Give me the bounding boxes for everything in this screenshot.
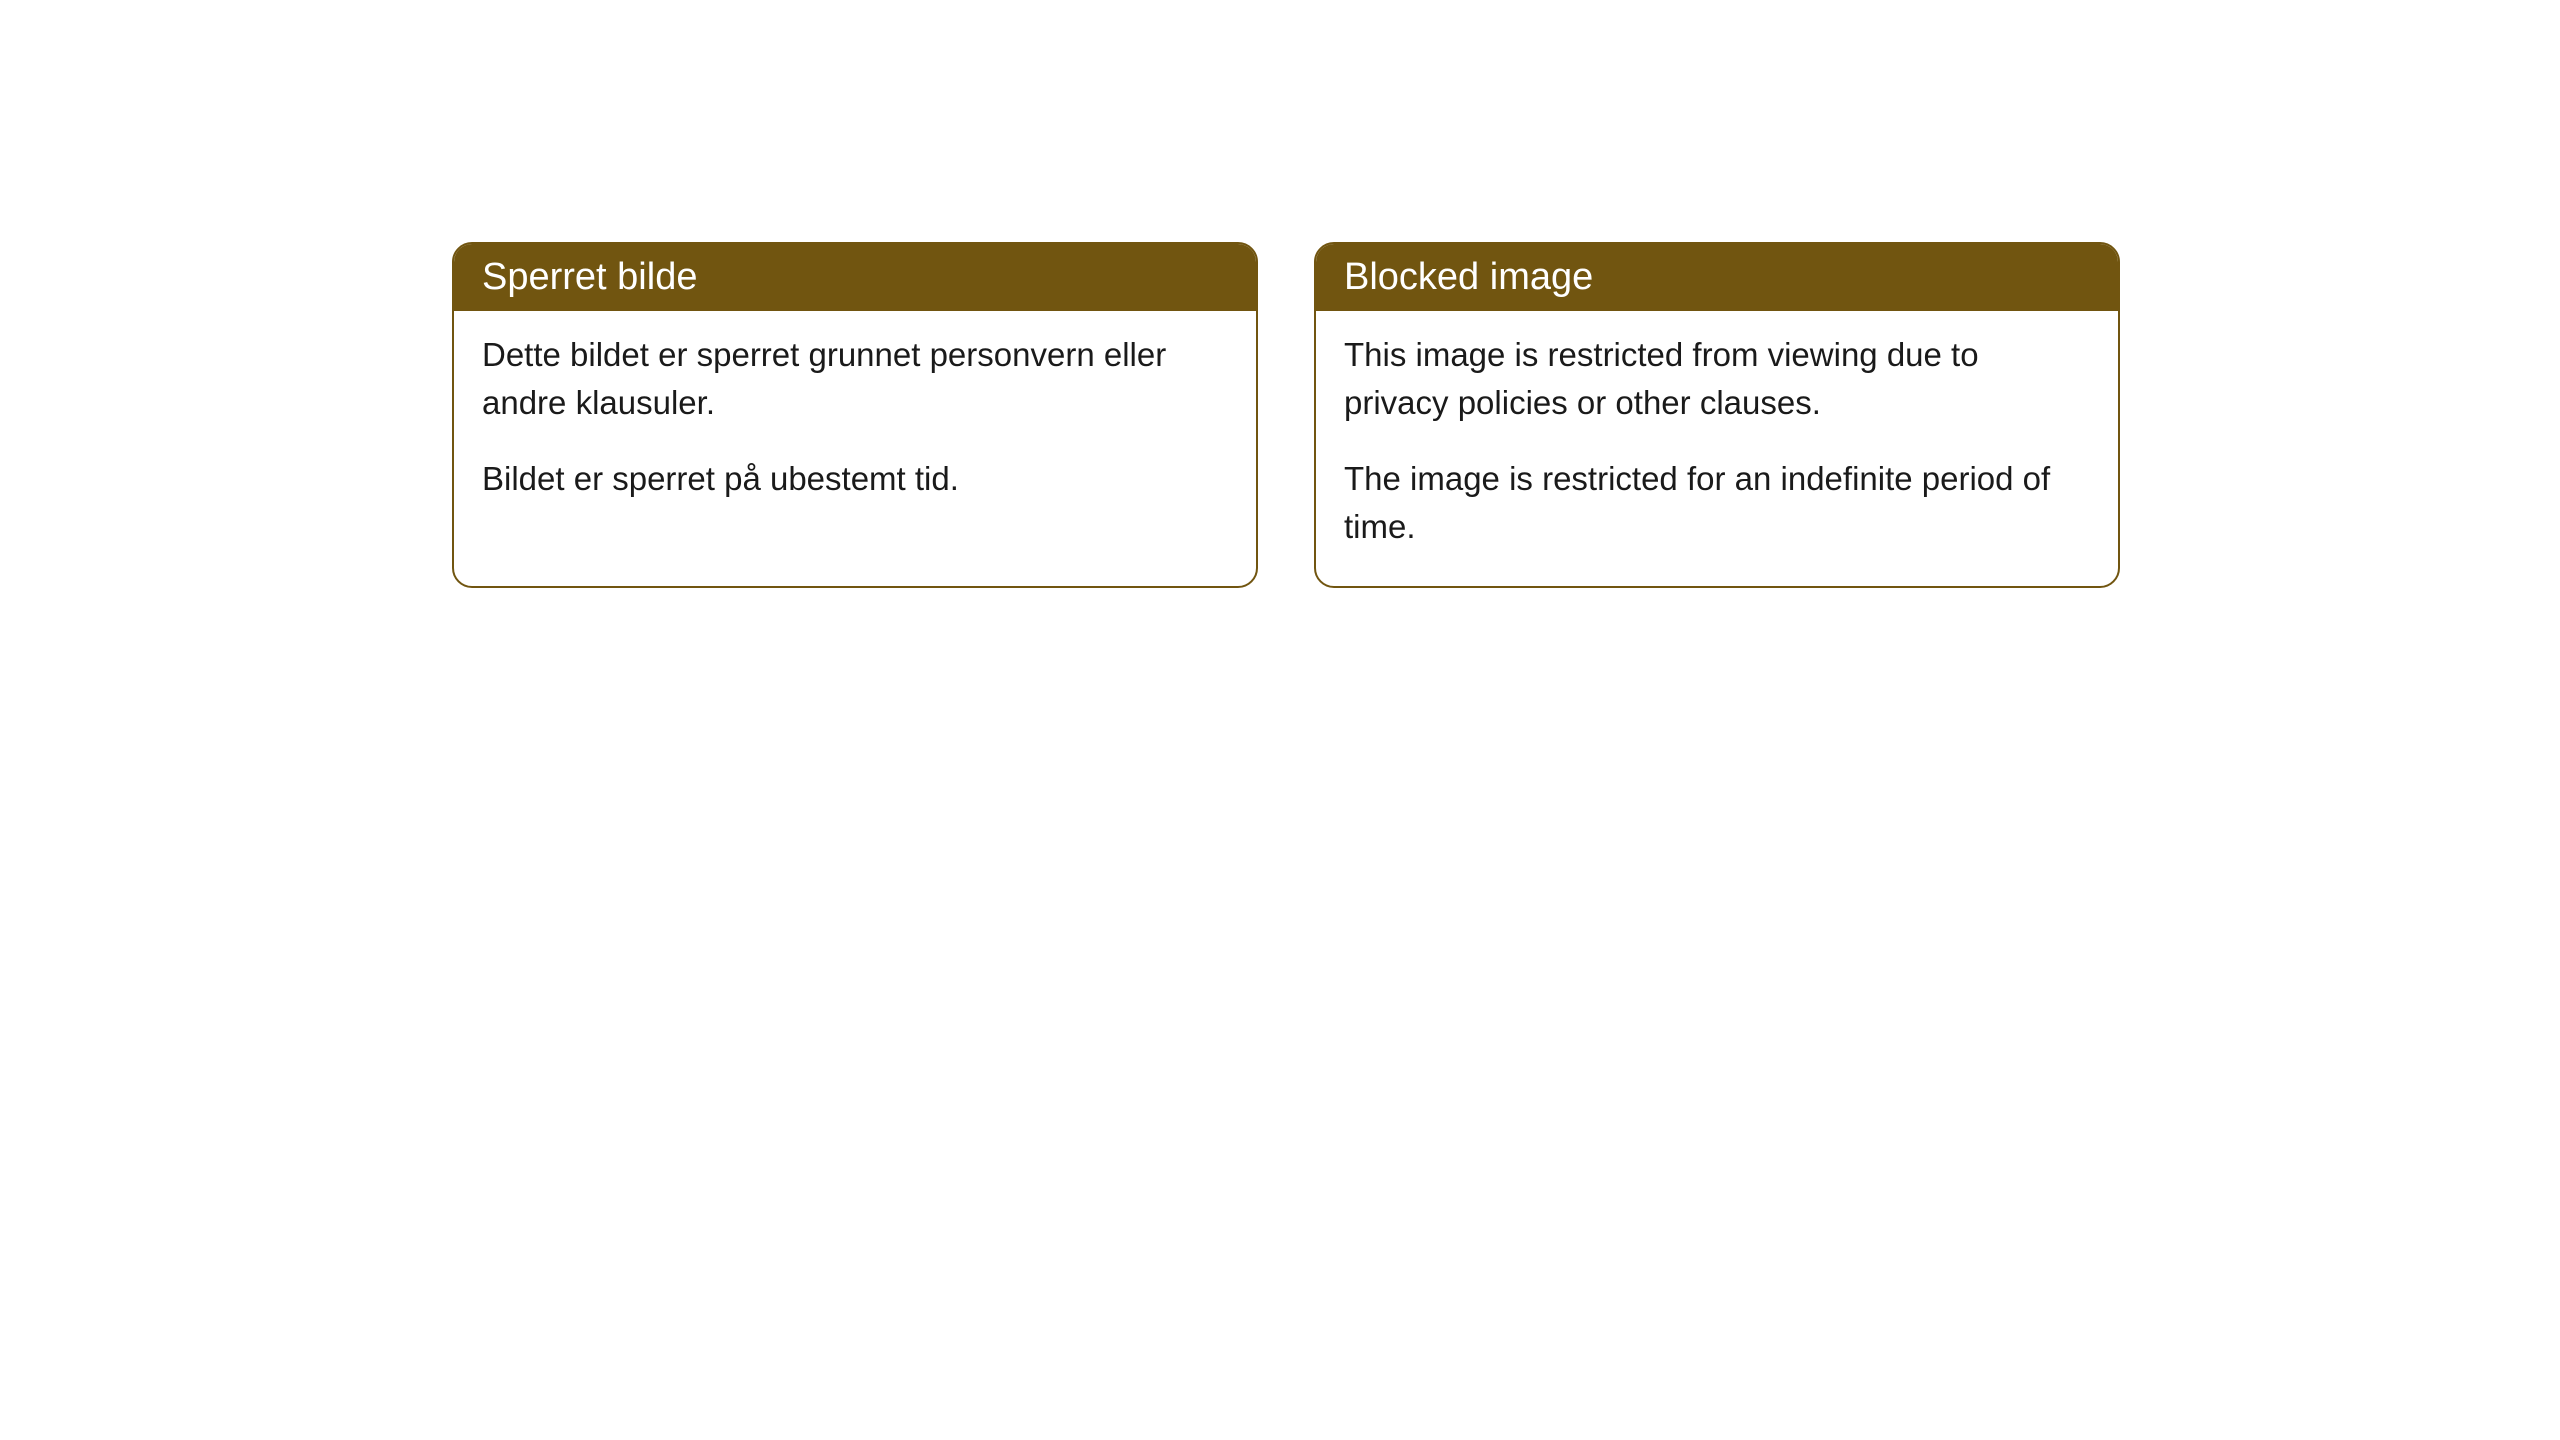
card-para2-en: The image is restricted for an indefinit… (1344, 455, 2090, 551)
card-para1-en: This image is restricted from viewing du… (1344, 331, 2090, 427)
card-title-en: Blocked image (1344, 256, 1593, 298)
card-body-no: Dette bildet er sperret grunnet personve… (454, 311, 1256, 539)
card-header-no: Sperret bilde (454, 244, 1256, 311)
card-para2-no: Bildet er sperret på ubestemt tid. (482, 455, 1228, 503)
cards-container: Sperret bilde Dette bildet er sperret gr… (452, 242, 2120, 588)
card-para1-no: Dette bildet er sperret grunnet personve… (482, 331, 1228, 427)
card-body-en: This image is restricted from viewing du… (1316, 311, 2118, 586)
blocked-image-card-en: Blocked image This image is restricted f… (1314, 242, 2120, 588)
card-header-en: Blocked image (1316, 244, 2118, 311)
blocked-image-card-no: Sperret bilde Dette bildet er sperret gr… (452, 242, 1258, 588)
card-title-no: Sperret bilde (482, 256, 697, 298)
